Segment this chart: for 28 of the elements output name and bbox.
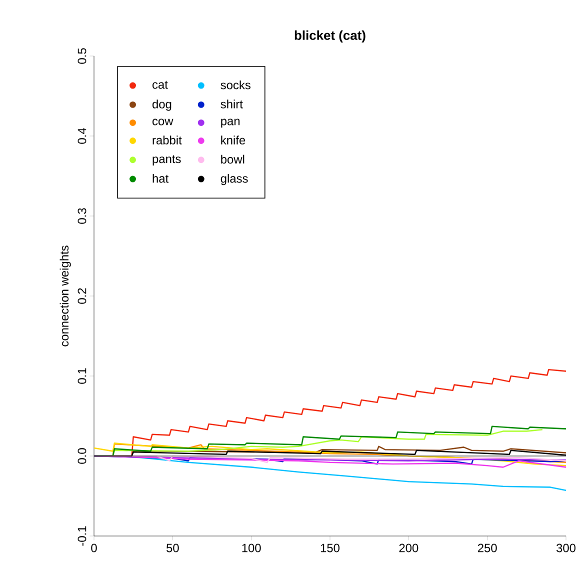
legend-label: dog: [152, 100, 172, 111]
x-tick-label: 200: [399, 544, 418, 552]
chart-title: blicket (cat): [294, 30, 366, 42]
legend-label: bowl: [221, 154, 244, 164]
legend-label: knife: [221, 136, 246, 144]
y-tick-label: -0.1: [78, 526, 86, 546]
x-tick-label: 250: [478, 544, 497, 552]
x-tick-label: 150: [320, 544, 340, 552]
y-axis-title: connection weights: [60, 246, 71, 346]
x-tick-label: 300: [556, 544, 576, 552]
y-tick-label: 0.1: [78, 368, 86, 384]
legend-label: shirt: [220, 100, 243, 108]
legend-label: cat: [152, 80, 168, 89]
legend-label: socks: [220, 80, 250, 90]
x-tick-label: 50: [166, 544, 179, 552]
legend-label: glass: [220, 174, 248, 186]
legend-label: pants: [152, 155, 181, 166]
x-tick-label: 0: [91, 544, 97, 552]
y-tick-label: 0.2: [78, 288, 86, 304]
y-tick-label: 0.0: [78, 448, 86, 464]
y-tick-label: 0.4: [78, 128, 86, 144]
legend-label: pan: [221, 118, 240, 128]
x-tick-label: 100: [242, 544, 261, 552]
y-tick-label: 0.3: [78, 208, 86, 224]
legend-label: rabbit: [152, 136, 182, 144]
y-tick-label: 0.5: [78, 48, 86, 64]
legend-label: hat: [152, 174, 169, 183]
legend-label: cow: [152, 118, 174, 126]
